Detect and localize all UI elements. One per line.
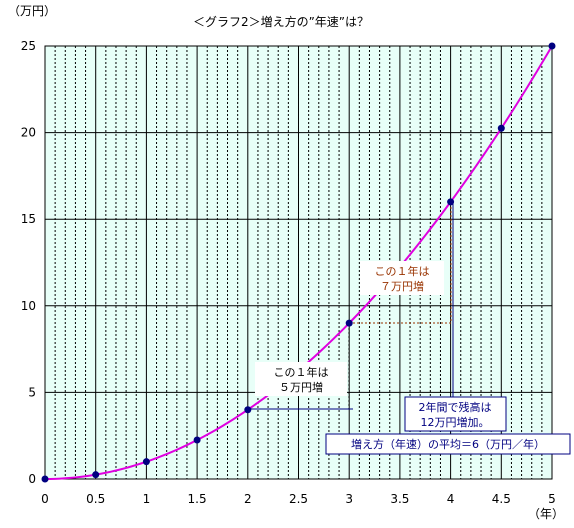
y-tick-label: 0	[28, 472, 36, 486]
x-tick-label: 2	[244, 492, 252, 506]
data-point	[447, 198, 455, 206]
annotation-guides	[248, 200, 454, 410]
svg-text:この１年は: この１年は	[274, 365, 329, 379]
x-tick-label: 1.5	[188, 492, 207, 506]
y-tick-label: 10	[21, 299, 36, 313]
x-tick-label: 5	[548, 492, 556, 506]
x-tick-label: 4.5	[492, 492, 511, 506]
svg-text:増え方（年速）の平均＝6（万円／年）: 増え方（年速）の平均＝6（万円／年）	[351, 437, 545, 451]
y-tick-labels: 0 5 10 15 20 25	[21, 39, 36, 486]
x-tick-label: 3	[345, 492, 353, 506]
svg-text:５万円増: ５万円増	[279, 381, 323, 394]
svg-text:2年間で残高は: 2年間で残高は	[419, 400, 492, 414]
svg-text:７万円増: ７万円増	[380, 280, 424, 293]
x-tick-label: 3.5	[390, 492, 409, 506]
annotation-7man: この１年は ７万円増	[360, 261, 444, 295]
x-tick-labels: 0 0.5 1 1.5 2 2.5 3 3.5 4 4.5 5	[41, 492, 556, 506]
data-point	[142, 458, 150, 466]
svg-text:この１年は: この１年は	[375, 264, 430, 278]
svg-text:12万円増加。: 12万円増加。	[421, 416, 490, 429]
chart-title: ＜グラフ2＞増え方の”年速”は？	[193, 14, 369, 29]
data-point	[345, 319, 353, 327]
data-point	[92, 471, 100, 479]
y-axis-label: （万円）	[8, 4, 56, 18]
x-tick-label: 0	[41, 492, 49, 506]
data-point	[497, 124, 505, 132]
plot-border	[44, 45, 553, 480]
data-point	[41, 475, 49, 483]
annotation-average: 増え方（年速）の平均＝6（万円／年）	[325, 433, 571, 455]
guide-7man	[349, 200, 452, 324]
x-tick-label: 1	[143, 492, 151, 506]
y-tick-label: 5	[28, 385, 36, 399]
x-tick-label: 2.5	[289, 492, 308, 506]
x-tick-label: 0.5	[86, 492, 105, 506]
annotation-2year: 2年間で残高は 12万円増加。	[404, 396, 507, 432]
x-axis-label: （年）	[528, 507, 564, 521]
x-tick-label: 4	[447, 492, 455, 506]
y-tick-label: 20	[21, 126, 36, 140]
data-point	[548, 42, 556, 50]
y-tick-label: 25	[21, 39, 36, 53]
data-point	[193, 436, 201, 444]
annotation-5man: この１年は ５万円増	[255, 362, 347, 396]
data-point	[244, 406, 252, 414]
y-tick-label: 15	[21, 212, 36, 226]
